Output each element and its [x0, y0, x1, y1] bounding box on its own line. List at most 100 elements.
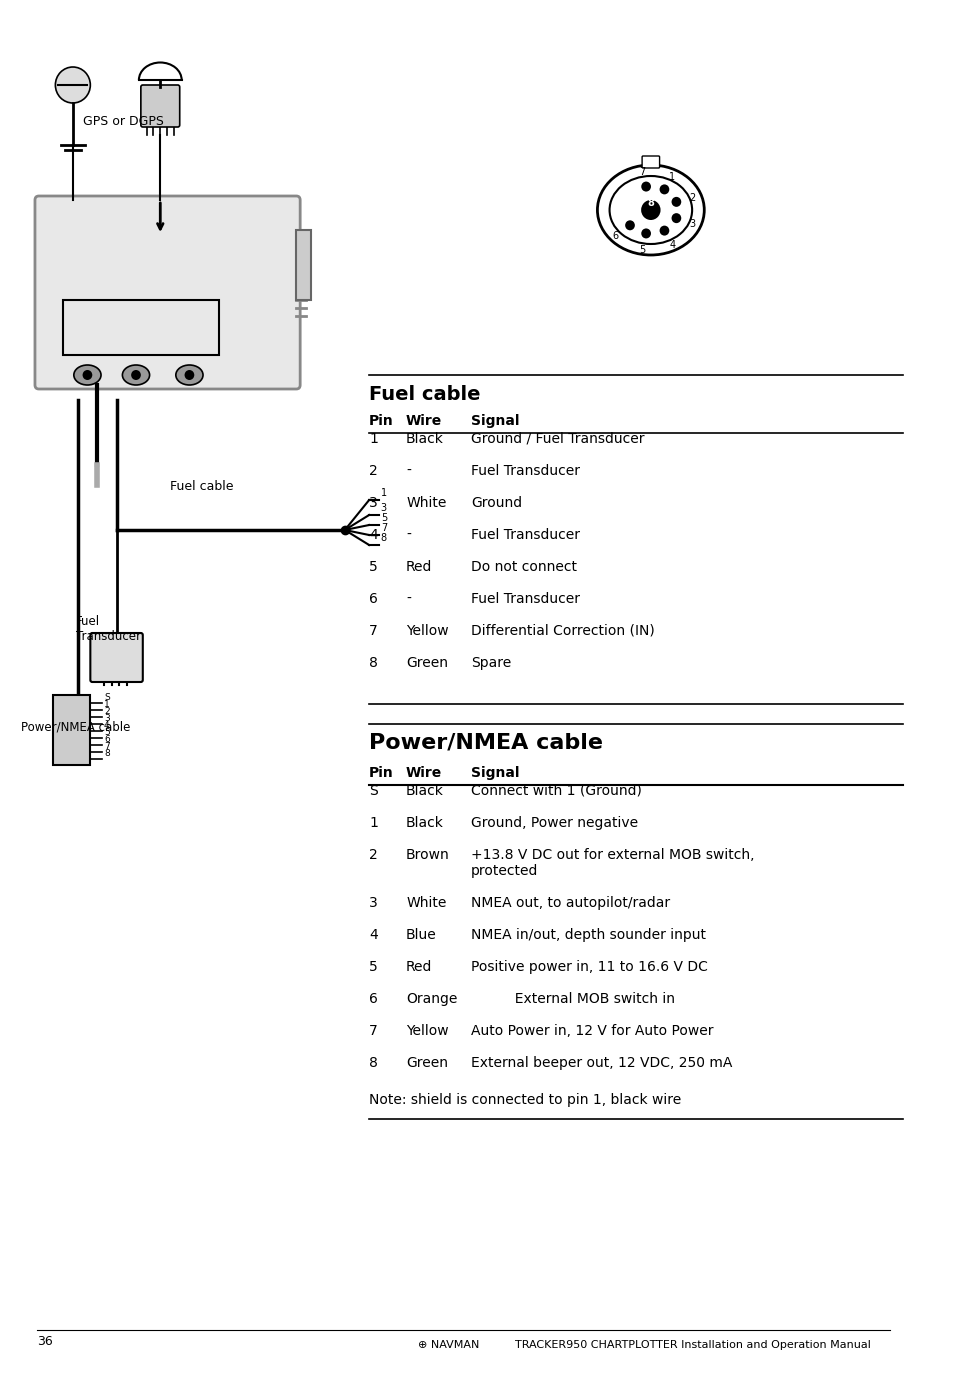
- Text: 7: 7: [369, 623, 377, 638]
- Text: ⊕ NAVMAN: ⊕ NAVMAN: [417, 1340, 478, 1350]
- Text: Power/NMEA cable: Power/NMEA cable: [369, 733, 602, 752]
- Text: 4: 4: [669, 240, 675, 250]
- Text: Wire: Wire: [406, 415, 442, 428]
- Circle shape: [640, 181, 650, 192]
- Text: Differential Correction (IN): Differential Correction (IN): [471, 623, 654, 638]
- FancyBboxPatch shape: [35, 196, 300, 389]
- Text: 8: 8: [369, 656, 377, 670]
- Text: Ground, Power negative: Ground, Power negative: [471, 816, 638, 831]
- FancyBboxPatch shape: [141, 85, 179, 126]
- Text: 2: 2: [688, 192, 695, 203]
- Text: Black: Black: [406, 816, 443, 831]
- Text: Do not connect: Do not connect: [471, 560, 577, 574]
- Text: S: S: [104, 693, 110, 702]
- Text: White: White: [406, 897, 446, 910]
- Circle shape: [671, 213, 680, 224]
- Text: 5: 5: [369, 560, 377, 574]
- Text: -: -: [406, 529, 411, 542]
- Text: Yellow: Yellow: [406, 623, 448, 638]
- Text: 3: 3: [380, 503, 387, 514]
- Text: Fuel cable: Fuel cable: [170, 481, 233, 493]
- Text: 1: 1: [369, 432, 377, 446]
- Circle shape: [624, 220, 634, 231]
- Text: Red: Red: [406, 560, 432, 574]
- Text: Fuel Transducer: Fuel Transducer: [471, 592, 579, 605]
- Text: 4: 4: [369, 928, 377, 942]
- Text: Fuel Transducer: Fuel Transducer: [471, 464, 579, 478]
- Text: 6: 6: [369, 592, 377, 605]
- Ellipse shape: [122, 365, 150, 384]
- Text: protected: protected: [471, 864, 537, 877]
- Text: Black: Black: [406, 784, 443, 798]
- Text: Wire: Wire: [406, 766, 442, 780]
- Text: GPS or DGPS: GPS or DGPS: [83, 115, 163, 128]
- Text: Note: shield is connected to pin 1, black wire: Note: shield is connected to pin 1, blac…: [369, 1093, 680, 1107]
- Text: 7: 7: [104, 741, 110, 751]
- Circle shape: [184, 369, 194, 380]
- Text: 8: 8: [646, 198, 653, 207]
- Text: Connect with 1 (Ground): Connect with 1 (Ground): [471, 784, 641, 798]
- Text: 8: 8: [369, 1056, 377, 1070]
- Text: Red: Red: [406, 960, 432, 973]
- Text: Signal: Signal: [471, 415, 519, 428]
- Text: 36: 36: [37, 1335, 52, 1348]
- Text: 3: 3: [104, 714, 110, 724]
- Text: TRACKER950 CHARTPLOTTER Installation and Operation Manual: TRACKER950 CHARTPLOTTER Installation and…: [515, 1340, 870, 1350]
- Text: 2: 2: [369, 849, 377, 862]
- Text: External MOB switch in: External MOB switch in: [471, 993, 675, 1006]
- Text: 4: 4: [104, 721, 110, 730]
- Text: Orange: Orange: [406, 993, 456, 1006]
- Text: 5: 5: [380, 514, 387, 523]
- Text: External beeper out, 12 VDC, 250 mA: External beeper out, 12 VDC, 250 mA: [471, 1056, 732, 1070]
- Circle shape: [659, 184, 669, 195]
- Text: Power/NMEA cable: Power/NMEA cable: [21, 719, 131, 733]
- Text: NMEA in/out, depth sounder input: NMEA in/out, depth sounder input: [471, 928, 705, 942]
- Text: Fuel
Transducer: Fuel Transducer: [75, 615, 141, 643]
- Text: White: White: [406, 496, 446, 509]
- Text: Signal: Signal: [471, 766, 519, 780]
- Text: Blue: Blue: [406, 928, 436, 942]
- Circle shape: [671, 196, 680, 207]
- Circle shape: [640, 200, 659, 220]
- Text: 4: 4: [369, 529, 377, 542]
- Text: 1: 1: [104, 700, 110, 708]
- Text: Positive power in, 11 to 16.6 V DC: Positive power in, 11 to 16.6 V DC: [471, 960, 707, 973]
- Circle shape: [131, 369, 141, 380]
- Text: S: S: [369, 784, 377, 798]
- Text: 3: 3: [688, 220, 695, 229]
- Text: Fuel Transducer: Fuel Transducer: [471, 529, 579, 542]
- Text: Ground: Ground: [471, 496, 521, 509]
- Ellipse shape: [175, 365, 203, 384]
- Bar: [63, 299, 218, 356]
- Bar: [296, 231, 311, 299]
- Text: 3: 3: [369, 897, 377, 910]
- Text: -: -: [406, 464, 411, 478]
- Text: Auto Power in, 12 V for Auto Power: Auto Power in, 12 V for Auto Power: [471, 1024, 713, 1038]
- Text: Black: Black: [406, 432, 443, 446]
- Text: 5: 5: [639, 244, 645, 254]
- Text: Pin: Pin: [369, 766, 394, 780]
- Text: 2: 2: [369, 464, 377, 478]
- Circle shape: [640, 228, 650, 239]
- Text: Pin: Pin: [369, 415, 394, 428]
- FancyBboxPatch shape: [91, 633, 143, 682]
- Text: Green: Green: [406, 656, 448, 670]
- Text: Green: Green: [406, 1056, 448, 1070]
- Text: +13.8 V DC out for external MOB switch,: +13.8 V DC out for external MOB switch,: [471, 849, 754, 862]
- Text: 6: 6: [369, 993, 377, 1006]
- Text: 3: 3: [369, 496, 377, 509]
- Text: 2: 2: [104, 707, 110, 715]
- Text: 8: 8: [380, 533, 387, 542]
- Text: 1: 1: [380, 487, 387, 498]
- Text: Yellow: Yellow: [406, 1024, 448, 1038]
- FancyBboxPatch shape: [641, 157, 659, 168]
- Ellipse shape: [73, 365, 101, 384]
- Text: 8: 8: [104, 750, 110, 758]
- Text: 1: 1: [369, 816, 377, 831]
- Circle shape: [55, 67, 91, 103]
- Text: 5: 5: [104, 728, 110, 737]
- Text: 1: 1: [669, 172, 675, 183]
- Circle shape: [83, 369, 92, 380]
- Bar: [53, 695, 91, 765]
- Ellipse shape: [597, 165, 703, 255]
